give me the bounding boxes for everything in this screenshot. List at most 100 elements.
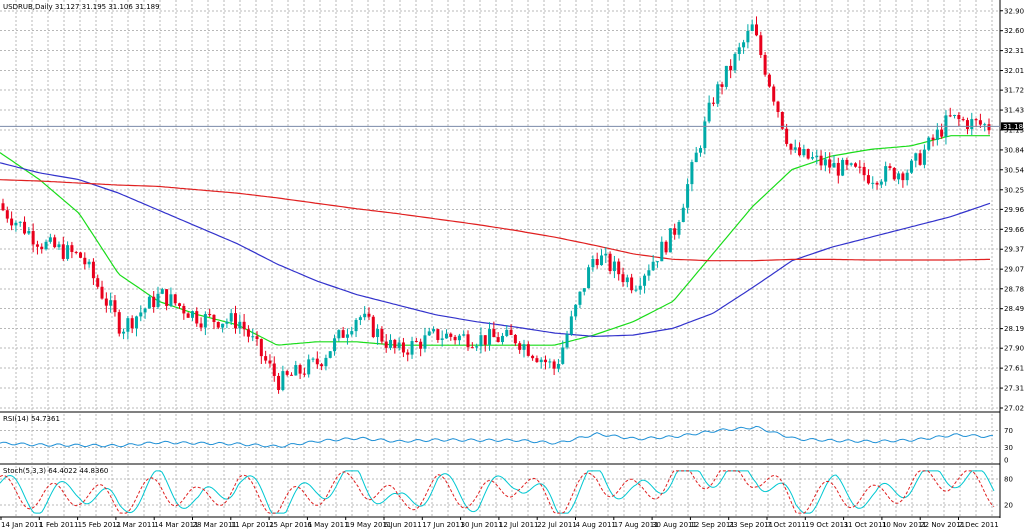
candle-body[interactable]	[737, 47, 741, 55]
candlesticks[interactable]	[1, 16, 991, 394]
candle-body[interactable]	[754, 24, 758, 36]
candle-body[interactable]	[449, 333, 453, 337]
candle-body[interactable]	[225, 321, 229, 324]
candle-body[interactable]	[122, 331, 126, 334]
candle-body[interactable]	[793, 147, 797, 150]
candle-body[interactable]	[109, 300, 113, 306]
candle-body[interactable]	[410, 341, 414, 355]
candle-body[interactable]	[888, 166, 892, 168]
candle-body[interactable]	[686, 184, 690, 208]
candle-body[interactable]	[892, 167, 896, 180]
candle-body[interactable]	[160, 289, 164, 294]
candle-body[interactable]	[147, 296, 151, 309]
candle-body[interactable]	[815, 155, 819, 158]
candle-body[interactable]	[673, 228, 677, 235]
candle-body[interactable]	[268, 360, 272, 364]
candle-body[interactable]	[203, 314, 207, 328]
candle-body[interactable]	[419, 341, 423, 349]
candle-body[interactable]	[569, 316, 573, 335]
candle-body[interactable]	[216, 321, 220, 328]
candle-body[interactable]	[630, 277, 634, 291]
candle-body[interactable]	[96, 278, 100, 287]
candle-body[interactable]	[552, 361, 556, 369]
candle-body[interactable]	[328, 351, 332, 358]
candle-body[interactable]	[582, 288, 586, 292]
candle-body[interactable]	[720, 84, 724, 87]
candle-body[interactable]	[294, 365, 298, 376]
candle-body[interactable]	[819, 155, 823, 166]
candle-body[interactable]	[858, 166, 862, 168]
candle-body[interactable]	[246, 329, 250, 337]
candle-body[interactable]	[965, 120, 969, 130]
candle-body[interactable]	[935, 129, 939, 140]
candle-body[interactable]	[841, 159, 845, 176]
candle-body[interactable]	[909, 160, 913, 173]
candle-body[interactable]	[526, 344, 530, 356]
candle-body[interactable]	[505, 329, 509, 336]
candle-body[interactable]	[810, 157, 814, 159]
candle-body[interactable]	[281, 371, 285, 391]
candle-body[interactable]	[677, 222, 681, 235]
candle-body[interactable]	[277, 375, 281, 391]
candle-body[interactable]	[854, 163, 858, 167]
candle-body[interactable]	[574, 304, 578, 317]
candle-body[interactable]	[401, 342, 405, 353]
candle-body[interactable]	[113, 300, 117, 313]
candle-body[interactable]	[711, 102, 715, 104]
candle-body[interactable]	[660, 241, 664, 262]
candle-body[interactable]	[264, 356, 268, 361]
candle-body[interactable]	[423, 335, 427, 349]
candle-body[interactable]	[48, 237, 52, 242]
candle-body[interactable]	[354, 319, 358, 332]
candle-body[interactable]	[500, 335, 504, 343]
candle-body[interactable]	[612, 261, 616, 272]
candle-body[interactable]	[690, 162, 694, 185]
candle-body[interactable]	[311, 358, 315, 360]
candle-body[interactable]	[337, 330, 341, 339]
candle-body[interactable]	[884, 166, 888, 182]
candle-body[interactable]	[724, 65, 728, 87]
candle-body[interactable]	[87, 261, 91, 265]
candle-body[interactable]	[397, 342, 401, 348]
candle-body[interactable]	[957, 114, 961, 120]
candle-body[interactable]	[345, 334, 349, 338]
candle-body[interactable]	[169, 294, 173, 306]
candle-body[interactable]	[389, 339, 393, 348]
candle-body[interactable]	[5, 210, 9, 219]
candle-body[interactable]	[918, 153, 922, 165]
candle-body[interactable]	[643, 275, 647, 286]
candle-body[interactable]	[729, 65, 733, 71]
candle-body[interactable]	[621, 274, 625, 283]
candle-body[interactable]	[315, 358, 319, 365]
candle-body[interactable]	[694, 152, 698, 163]
candle-body[interactable]	[190, 311, 194, 318]
candle-body[interactable]	[647, 270, 651, 276]
candle-body[interactable]	[367, 313, 371, 317]
candle-body[interactable]	[759, 35, 763, 55]
candle-body[interactable]	[556, 363, 560, 369]
candle-body[interactable]	[289, 374, 293, 376]
candle-body[interactable]	[74, 251, 78, 253]
candle-body[interactable]	[733, 54, 737, 71]
candle-body[interactable]	[27, 231, 31, 234]
candle-body[interactable]	[785, 128, 789, 144]
candle-body[interactable]	[453, 336, 457, 341]
candle-body[interactable]	[234, 313, 238, 329]
candle-body[interactable]	[978, 120, 982, 125]
candle-body[interactable]	[776, 101, 780, 112]
candle-body[interactable]	[130, 318, 134, 329]
candle-body[interactable]	[406, 352, 410, 355]
candle-body[interactable]	[320, 364, 324, 367]
candle-body[interactable]	[178, 303, 182, 306]
candle-body[interactable]	[578, 291, 582, 305]
candle-body[interactable]	[139, 312, 143, 317]
candle-body[interactable]	[905, 172, 909, 181]
candle-body[interactable]	[79, 252, 83, 258]
candle-body[interactable]	[625, 277, 629, 283]
candle-body[interactable]	[436, 329, 440, 340]
candle-body[interactable]	[651, 261, 655, 271]
candle-body[interactable]	[634, 289, 638, 291]
candle-body[interactable]	[221, 323, 225, 328]
candle-body[interactable]	[229, 313, 233, 322]
candle-body[interactable]	[608, 253, 612, 272]
